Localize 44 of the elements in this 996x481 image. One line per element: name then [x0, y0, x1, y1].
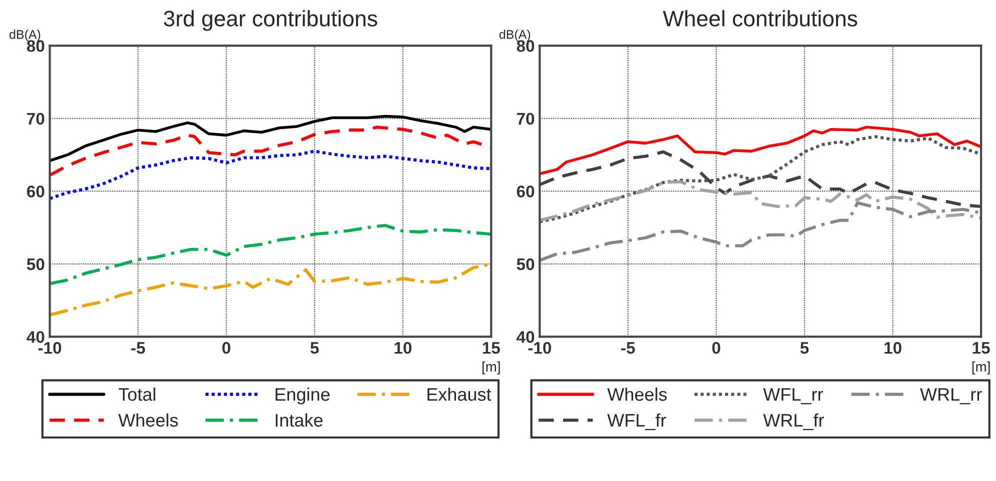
- y-tick-label: 50: [26, 258, 44, 270]
- line-series: [50, 150, 492, 200]
- chart-title: Wheel contributions: [662, 10, 858, 26]
- x-tick-label: 15: [482, 342, 500, 354]
- y-tick-label: 70: [517, 112, 534, 125]
- line-series: [540, 180, 982, 222]
- x-tick-label: -10: [528, 342, 552, 354]
- x-axis-title: [m]: [482, 361, 500, 374]
- y-axis-title: dB(A): [499, 30, 530, 42]
- x-tick-label: -5: [621, 342, 635, 354]
- line-series: [50, 114, 492, 162]
- y-axis-title: dB(A): [10, 30, 40, 42]
- x-axis-title: [m]: [972, 361, 990, 374]
- legend-label: WFL_fr: [607, 413, 666, 430]
- legend-label: Engine: [276, 388, 330, 404]
- y-tick-label: 60: [516, 186, 534, 198]
- x-tick-label: -5: [131, 342, 146, 354]
- x-tick-label: 5: [800, 342, 809, 354]
- x-tick-label: 10: [884, 342, 902, 354]
- y-tick-label: 40: [26, 331, 44, 343]
- x-tick-label: 0: [222, 342, 230, 354]
- line-series: [50, 224, 492, 286]
- legend-label: WRL_rr: [920, 388, 982, 404]
- y-tick-label: 80: [516, 40, 534, 52]
- x-tick-label: 0: [712, 342, 720, 354]
- line-series: [540, 126, 982, 176]
- y-tick-label: 70: [27, 112, 44, 125]
- y-tick-label: 50: [516, 258, 534, 270]
- line-series: [540, 201, 982, 262]
- legend-label: Wheels: [118, 413, 178, 427]
- legend-label: Intake: [276, 413, 323, 427]
- x-tick-label: 5: [310, 342, 319, 354]
- legend-label: Wheels: [607, 388, 667, 401]
- x-tick-label: 10: [394, 342, 412, 354]
- y-tick-label: 80: [26, 40, 44, 52]
- legend-label: WRL_fr: [763, 413, 824, 430]
- chart-title: 3rd gear contributions: [164, 10, 378, 31]
- legend-label: WFL_rr: [763, 388, 823, 404]
- y-tick-label: 60: [27, 186, 44, 198]
- y-tick-label: 40: [516, 331, 534, 343]
- legend-label: Exhaust: [428, 388, 492, 401]
- x-tick-label: -10: [38, 342, 62, 354]
- legend-label: Total: [118, 388, 156, 401]
- x-tick-label: 15: [972, 342, 990, 354]
